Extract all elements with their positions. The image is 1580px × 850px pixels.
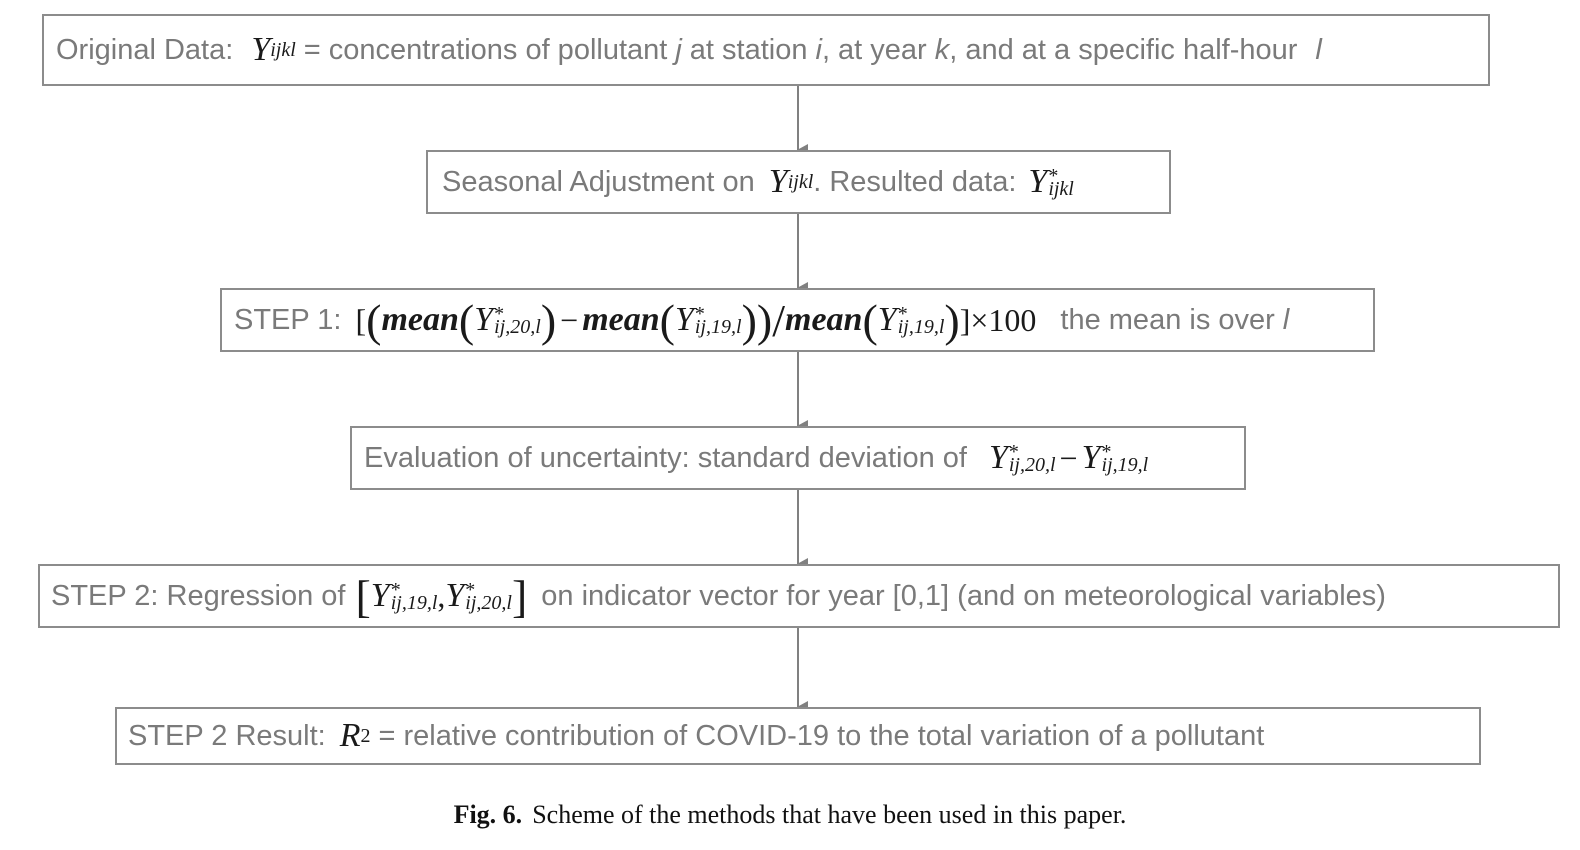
star-superscript: * [390,578,401,601]
figure-caption-text: Scheme of the methods that have been use… [532,800,1127,829]
comma: , [437,577,446,614]
ij19l-subscript: ij,19,l [1101,453,1149,476]
times-100: ×100 [970,301,1037,338]
y-symbol: Y [370,577,390,614]
step1-box: STEP 1: [(mean(Y * ij,20,l) − mean(Y * ij,19,l… [220,288,1375,352]
y-symbol: Y [445,577,465,614]
minus-operator: − [560,301,579,338]
ijkl-subscript: ijkl [787,170,814,193]
star-superscript: * [465,578,476,601]
y-symbol: Y [1081,439,1101,476]
ij19l-subscript: ij,19,l [897,315,945,338]
mean-fn: mean [381,301,459,338]
var-i: i [815,33,822,66]
resulted-data-label: . Resulted data: [813,165,1017,198]
y-symbol: Y [988,439,1008,476]
at-station-text: at station [689,33,808,66]
original-data-text: = concentrations of pollutant [303,33,668,66]
star-superscript: * [1008,440,1019,463]
y-symbol: Y [768,163,788,200]
ij19l-subscript: ij,19,l [694,315,742,338]
minus-operator: − [1059,439,1078,476]
star-superscript: * [1048,164,1059,187]
step2-result-text: = relative contribution of COVID-19 to t… [378,719,1265,752]
step2-label: STEP 2: Regression of [51,579,346,612]
mean-over-text: the mean is over [1060,303,1275,336]
y-star-symbol: Y [1028,163,1048,200]
var-k: k [934,33,950,66]
at-year-text: , at year [821,33,927,66]
mean-fn: mean [785,301,863,338]
var-l: l [1282,303,1290,336]
step1-label: STEP 1: [234,303,342,336]
squared-superscript: 2 [360,724,371,747]
ij20l-subscript: ij,20,l [1008,453,1056,476]
r-symbol: R [339,717,361,754]
star-superscript: * [897,302,908,325]
y-symbol: Y [474,301,494,338]
ij19l-subscript: ij,19,l [390,591,438,614]
star-superscript: * [494,302,505,325]
half-hour-text: , and at a specific half-hour [949,33,1298,66]
division-slash: / [772,294,785,346]
step2-result-label: STEP 2 Result: [128,719,326,752]
uncertainty-box: Evaluation of uncertainty: standard devi… [350,426,1246,490]
original-data-label: Original Data: [56,33,234,66]
var-j: j [675,33,682,66]
y-symbol: Y [251,31,271,68]
ij20l-subscript: ij,20,l [465,591,512,614]
var-l: l [1315,33,1322,66]
star-superscript: * [694,302,705,325]
mean-fn: mean [582,301,660,338]
star-superscript: * [1101,440,1112,463]
step2-box: STEP 2: Regression of [Y * ij,19,l, Y * ij,20… [38,564,1560,628]
y-symbol: Y [674,301,694,338]
ijkl-subscript: ijkl [270,38,296,61]
ijkl-subscript: ijkl [1048,177,1074,200]
ij20l-subscript: ij,20,l [494,315,541,338]
figure-caption: Fig. 6. Scheme of the methods that have b… [0,800,1580,830]
seasonal-adjustment-label: Seasonal Adjustment on [442,165,755,198]
uncertainty-label: Evaluation of uncertainty: standard devi… [364,441,967,474]
step2-tail-text: on indicator vector for year [0,1] (and … [541,579,1386,612]
figure-label: Fig. 6. [453,800,523,829]
y-symbol: Y [877,301,897,338]
